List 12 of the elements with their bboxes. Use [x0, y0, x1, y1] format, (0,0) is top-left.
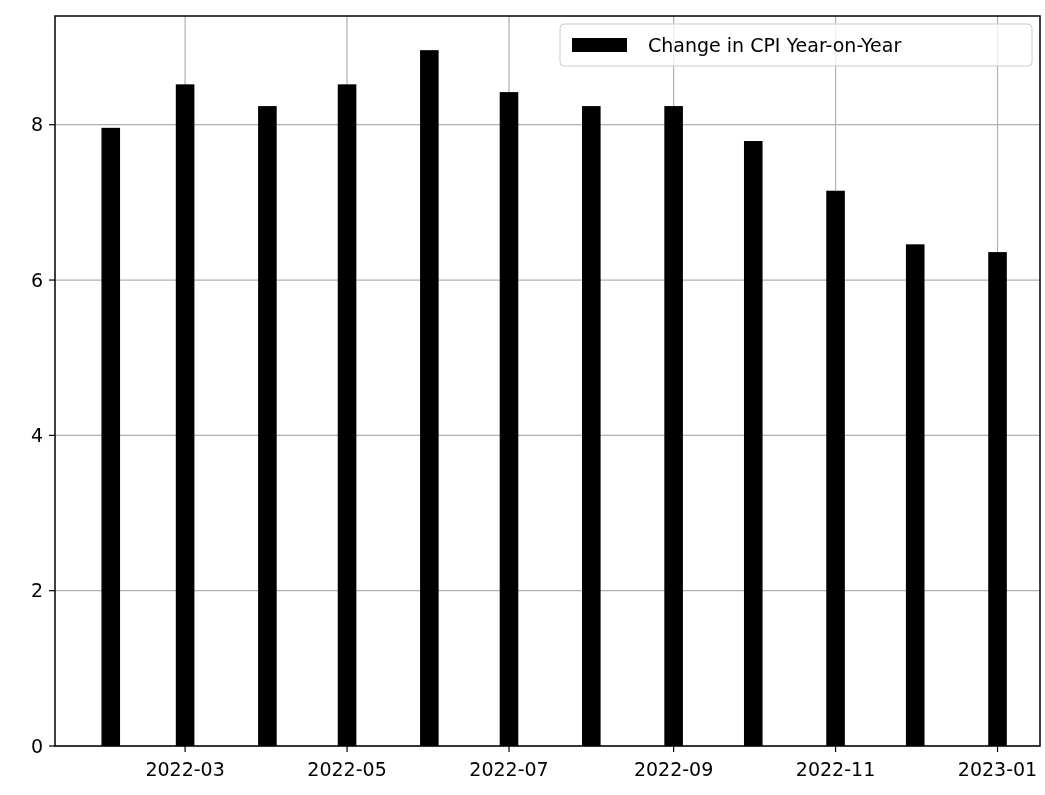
- x-tick-label: 2022-05: [307, 758, 387, 780]
- y-tick-label: 4: [30, 424, 43, 447]
- x-tick-label: 2022-03: [145, 758, 225, 780]
- y-tick-label: 8: [30, 113, 43, 136]
- y-tick-label: 2: [30, 579, 43, 602]
- y-tick-label: 0: [30, 734, 43, 757]
- x-tick-label: 2022-11: [795, 758, 876, 780]
- legend-label: Change in CPI Year-on-Year: [648, 33, 902, 56]
- y-tick-label: 6: [30, 268, 43, 291]
- x-tick-label: 2022-07: [469, 758, 549, 780]
- x-tick-label: 2023-01: [957, 758, 1038, 780]
- x-tick-label: 2022-09: [633, 758, 714, 780]
